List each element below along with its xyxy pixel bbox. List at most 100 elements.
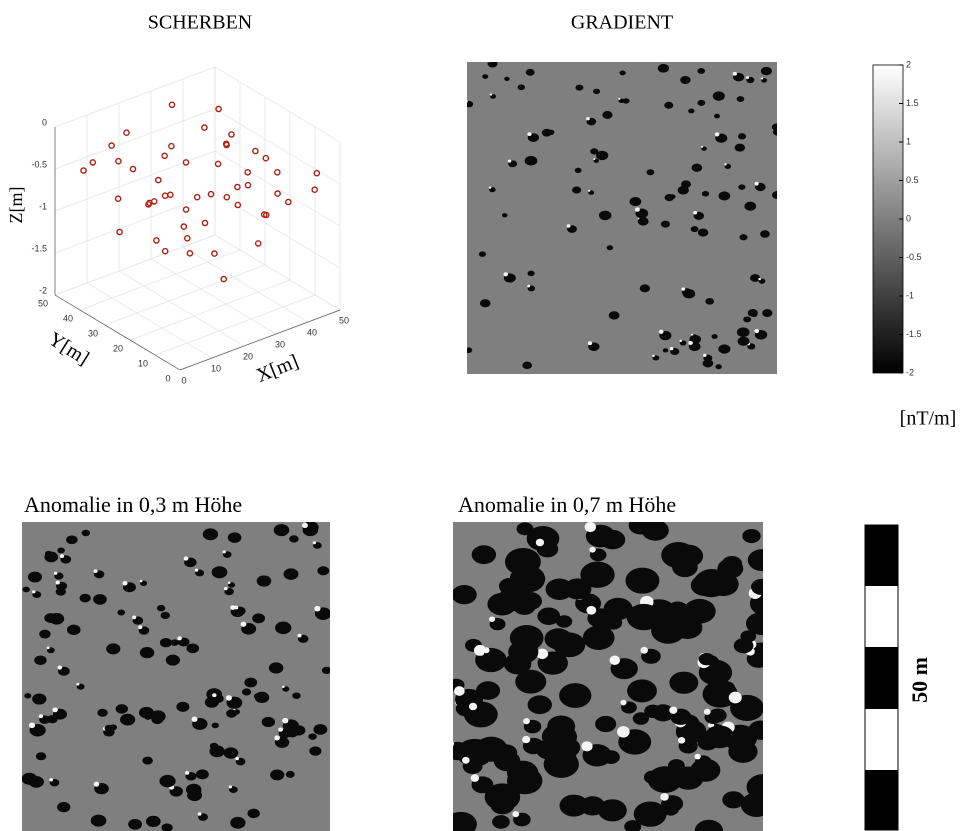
anomaly-high (487, 62, 491, 63)
anomaly-low (524, 155, 538, 166)
anomaly-low (479, 299, 491, 308)
point (201, 124, 208, 131)
axis-line (179, 309, 341, 371)
anomaly-low (57, 547, 65, 554)
grid-line (154, 294, 316, 356)
anomaly-low (81, 529, 91, 537)
anomaly-low (698, 653, 715, 666)
anomaly-low (241, 688, 252, 696)
colorbar-tick-label: 1 (906, 136, 911, 146)
grid-line (79, 249, 241, 311)
point (215, 105, 222, 113)
anomaly-high (658, 329, 664, 334)
anomaly-high (482, 647, 490, 654)
anomaly-low (694, 819, 724, 831)
anomaly-high (617, 726, 630, 738)
anomaly-low (737, 336, 750, 346)
anomaly-low (317, 566, 330, 576)
point (228, 131, 235, 138)
anomaly-low (487, 592, 517, 616)
anomaly-high (132, 615, 137, 620)
anomaly-low (487, 62, 498, 68)
anomaly-low (739, 234, 748, 241)
anomaly-high (512, 811, 520, 818)
anomaly-low (712, 91, 725, 101)
point (168, 142, 175, 150)
anomaly-low (738, 184, 746, 190)
point (182, 206, 190, 213)
anomaly-low (664, 101, 674, 109)
z-tick-label: -0.5 (31, 159, 47, 169)
anomaly-low (680, 76, 691, 85)
anomaly-high (467, 100, 468, 103)
anomaly-low (580, 561, 615, 588)
anomaly-high (669, 347, 674, 351)
anomaly-high (297, 633, 302, 638)
anomaly-low (195, 769, 209, 780)
anomaly-low (667, 759, 685, 773)
anomaly-high (677, 737, 686, 744)
anomaly-low (681, 180, 691, 189)
anomaly-high (620, 699, 627, 706)
colorbar-tick-label: 0 (906, 213, 911, 223)
anomaly-high (693, 210, 698, 215)
anomaly-low (93, 594, 107, 605)
anomaly-high (640, 646, 648, 654)
anomaly-low (145, 815, 161, 828)
colorbar-unit: [nT/m] (900, 408, 957, 430)
anomaly-low (718, 191, 731, 201)
anomaly-low (632, 712, 650, 725)
anomaly-low (626, 603, 662, 631)
anomaly-low (39, 629, 51, 639)
anomaly-low (270, 769, 285, 781)
anomaly-low (292, 692, 301, 700)
anomaly-low (658, 611, 689, 635)
anomaly-low (608, 311, 620, 320)
anomaly-low (750, 274, 761, 282)
anomaly-low (697, 734, 718, 751)
anomaly-high (507, 159, 512, 163)
point (285, 198, 292, 206)
scale-bar-block (865, 525, 898, 586)
anomaly-low (762, 309, 773, 318)
anomaly-high (139, 579, 143, 583)
anomaly-low (273, 524, 290, 537)
anomaly-low (156, 604, 166, 612)
anomaly-high (754, 181, 759, 186)
anomaly-low (254, 691, 270, 704)
anomaly-low (482, 74, 489, 79)
point (274, 190, 281, 197)
anomaly-high (185, 770, 190, 775)
anomaly-low (283, 568, 299, 580)
anomaly-high (724, 163, 727, 166)
anomaly-low (159, 774, 176, 788)
x-tick-label: 50 (339, 315, 349, 325)
anomaly-low (142, 756, 153, 765)
anomaly-low (24, 693, 32, 699)
grid-line (214, 108, 341, 185)
point (262, 154, 270, 162)
anomaly-low (453, 811, 477, 831)
point (252, 147, 259, 155)
anomaly-low (662, 348, 669, 353)
anomaly-low (227, 532, 242, 543)
anomaly-low (79, 593, 91, 603)
anomaly-high (586, 116, 590, 121)
anomaly-low (44, 550, 53, 557)
anomaly-high (536, 648, 549, 660)
anomaly-low (771, 123, 777, 132)
anomaly-low (737, 133, 747, 140)
anomaly-low (760, 230, 770, 238)
anomaly-low (702, 359, 714, 368)
anomaly-high (53, 571, 58, 575)
anomaly-low (683, 598, 716, 624)
anomaly-low (90, 814, 107, 827)
point (108, 142, 115, 149)
point (182, 159, 190, 166)
point (234, 183, 241, 191)
z-axis-label: Z[m] (6, 187, 26, 224)
anomaly-high (586, 605, 597, 615)
anomaly-low (165, 654, 181, 666)
grid-line (118, 270, 245, 347)
anomaly-low (471, 545, 497, 565)
